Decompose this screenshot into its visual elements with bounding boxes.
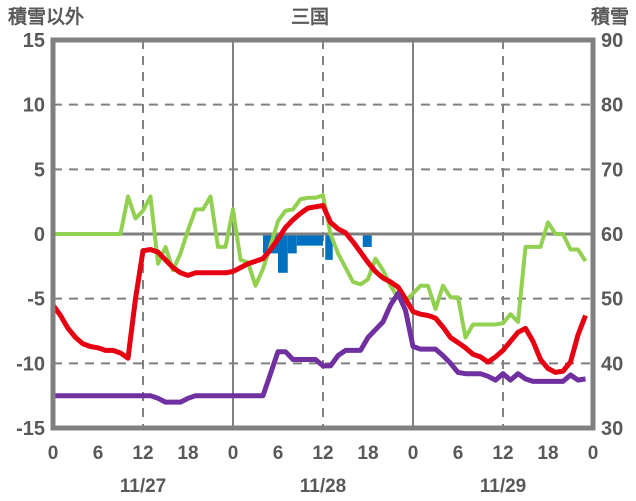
date-label: 11/29 <box>480 476 527 497</box>
date-label: 11/27 <box>120 476 167 497</box>
blue-bars <box>278 234 288 273</box>
hour-tick-label: 6 <box>453 443 464 464</box>
left-axis-title: 積雪以外 <box>8 5 84 28</box>
right-tick-label: 60 <box>601 224 623 246</box>
right-tick-label: 30 <box>601 418 623 440</box>
blue-bars <box>362 234 372 247</box>
blue-bars <box>325 234 333 260</box>
left-tick-label: -5 <box>27 289 45 311</box>
hour-tick-label: 18 <box>177 443 198 464</box>
hour-tick-label: 6 <box>273 443 284 464</box>
right-tick-label: 90 <box>601 30 623 52</box>
series-layer <box>50 193 588 405</box>
hour-tick-label: 12 <box>132 443 153 464</box>
right-tick-label: 50 <box>601 289 623 311</box>
hour-tick-label: 0 <box>48 443 59 464</box>
hour-tick-label: 0 <box>588 443 599 464</box>
hour-tick-label: 12 <box>492 443 513 464</box>
hour-tick-label: 0 <box>408 443 419 464</box>
gridlines <box>53 40 593 428</box>
plot-frame <box>50 37 596 431</box>
green-line <box>53 193 588 340</box>
hour-tick-label: 18 <box>357 443 378 464</box>
hour-tick-label: 12 <box>312 443 333 464</box>
left-tick-label: 15 <box>23 30 45 52</box>
blue-bars <box>296 234 323 246</box>
left-tick-label: -10 <box>16 353 45 375</box>
plot-border <box>50 37 596 431</box>
right-axis-title: 積雪 <box>591 5 629 28</box>
hour-tick-label: 18 <box>537 443 558 464</box>
date-label: 11/28 <box>300 476 347 497</box>
left-tick-label: -15 <box>16 418 45 440</box>
right-tick-label: 80 <box>601 95 623 117</box>
chart-title: 三国 <box>291 6 329 28</box>
left-tick-label: 10 <box>23 95 45 117</box>
right-tick-label: 40 <box>601 353 623 375</box>
left-tick-label: 0 <box>34 224 45 246</box>
left-tick-label: 5 <box>34 159 45 181</box>
purple-line <box>53 291 586 405</box>
right-tick-label: 70 <box>601 159 623 181</box>
hour-tick-label: 0 <box>228 443 239 464</box>
red-line <box>50 203 588 375</box>
blue-bars <box>287 234 297 254</box>
hour-tick-label: 6 <box>93 443 104 464</box>
